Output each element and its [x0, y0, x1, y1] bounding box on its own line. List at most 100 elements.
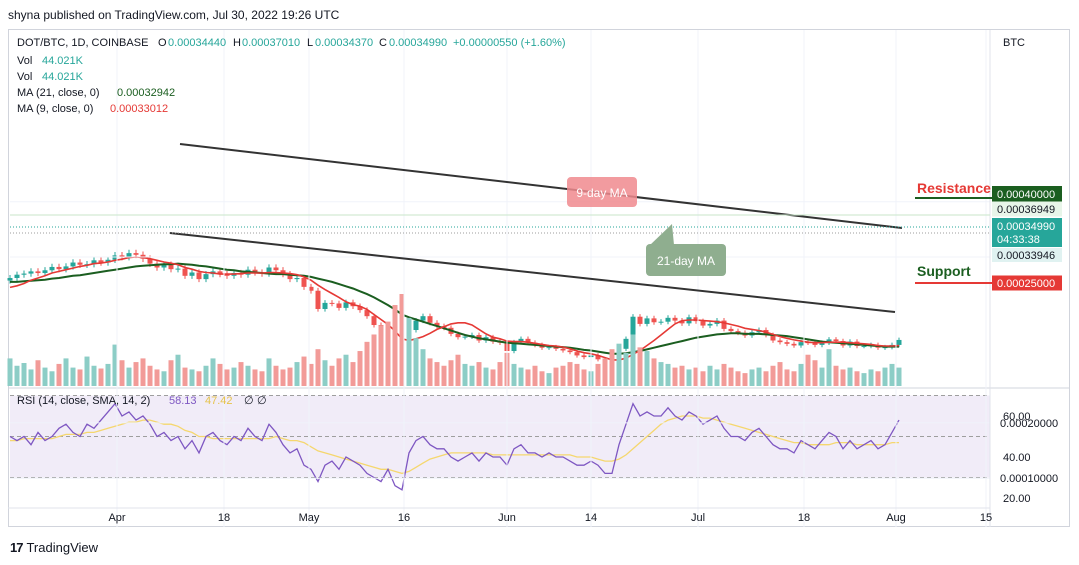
volume-bar	[7, 358, 13, 386]
candle-body	[574, 352, 580, 356]
legend-rsi-value: 58.13	[169, 395, 197, 407]
candle-body	[560, 348, 566, 351]
time-tick-label: 14	[585, 512, 597, 524]
candle-body	[882, 347, 888, 349]
candle-body	[364, 310, 370, 317]
volume-bar	[833, 365, 839, 386]
candle-body	[861, 346, 867, 348]
candle-body	[784, 342, 790, 344]
volume-bar	[329, 365, 335, 386]
volume-bar	[238, 362, 244, 386]
volume-bar	[84, 356, 90, 386]
candle-body	[525, 338, 531, 343]
last-price-tag	[992, 201, 1062, 217]
rsi-line	[9, 402, 900, 491]
candle-body	[126, 253, 132, 257]
legend-o-label: O	[158, 37, 167, 49]
time-tick-label: 16	[398, 512, 410, 524]
volume-bar	[364, 341, 370, 386]
volume-bar	[539, 371, 545, 386]
publisher-line: shyna published on TradingView.com, Jul …	[8, 8, 340, 22]
ma9-callout-text: 9-day MA	[576, 186, 627, 200]
time-tick-label: Apr	[108, 512, 125, 524]
volume-bar	[882, 367, 888, 386]
volume-bar	[595, 363, 601, 386]
time-tick-label: 18	[798, 512, 810, 524]
candle-body	[665, 317, 671, 322]
volume-bar	[469, 365, 475, 386]
volume-bar	[791, 371, 797, 386]
candle-body	[182, 268, 188, 276]
volume-bar	[812, 360, 818, 386]
resistance-trendline	[179, 143, 903, 229]
volume-bar	[357, 351, 363, 386]
candle-body	[322, 302, 328, 309]
candle-body	[791, 343, 797, 346]
candle-body	[553, 347, 559, 349]
resistance-annotation: Resistance	[917, 180, 991, 196]
time-tick-label: Jul	[691, 512, 705, 524]
candle-body	[826, 339, 832, 343]
legend-c-label: C	[379, 37, 387, 49]
volume-bar	[112, 344, 118, 386]
volume-bar	[889, 363, 895, 386]
candle-body	[301, 278, 307, 287]
volume-bar	[280, 369, 286, 386]
volume-bar	[511, 363, 517, 386]
candle-body	[770, 334, 776, 341]
volume-bar	[42, 367, 48, 386]
candle-body	[490, 337, 496, 342]
axes: BTC0.000600000.000500000.000200000.00010…	[8, 30, 1062, 527]
legend-h-label: H	[233, 37, 241, 49]
candle-body	[147, 258, 153, 264]
volume-bar	[861, 373, 867, 386]
candle-body	[203, 274, 209, 280]
volume-bar	[462, 363, 468, 386]
candle-body	[546, 347, 552, 349]
legend-vol2-value: 44.021K	[42, 71, 84, 83]
candle-body	[371, 316, 377, 326]
candle-body	[777, 340, 783, 343]
candle-body	[518, 338, 524, 343]
last-price-label: 0.00036949	[997, 204, 1055, 216]
candle-body	[413, 320, 419, 330]
volume-bar	[105, 363, 111, 386]
legend-ma21-label: MA (21, close, 0)	[17, 87, 100, 99]
volume-bar	[168, 360, 174, 386]
volume-bar	[728, 367, 734, 386]
volume-bar	[553, 367, 559, 386]
volume-bar	[147, 365, 153, 386]
candle-body	[287, 274, 293, 280]
volume-bar	[245, 365, 251, 386]
volume-bar	[581, 369, 587, 386]
volume-bar	[350, 362, 356, 386]
time-tick-label: May	[299, 512, 320, 524]
volume-bar	[609, 349, 615, 386]
candle-body	[420, 316, 426, 321]
footer[interactable]: 17 TradingView	[10, 540, 98, 555]
legend-rsi-z1: ∅	[244, 395, 254, 407]
volume-bar	[623, 352, 629, 386]
volume-bar	[875, 371, 881, 386]
volume-bar	[63, 358, 69, 386]
volume-bar	[651, 358, 657, 386]
candle-body	[35, 271, 41, 274]
volume-bar	[385, 321, 391, 386]
candle-body	[462, 336, 468, 338]
volume-bar	[693, 367, 699, 386]
candle-body	[819, 342, 825, 345]
candle-body	[581, 355, 587, 358]
candle-body	[511, 342, 517, 352]
support-annotation: Support	[917, 263, 971, 279]
volume-bar	[448, 360, 454, 386]
volume-bar	[420, 349, 426, 386]
volume-bar	[343, 354, 349, 386]
volume-bar	[868, 369, 874, 386]
legend-o-value: 0.00034440	[168, 37, 226, 49]
price-tick-label: 0.00010000	[1000, 473, 1058, 485]
candle-body	[427, 316, 433, 323]
volume-bar	[406, 317, 412, 386]
candle-body	[56, 266, 62, 270]
ma-level-label: 0.00033946	[997, 250, 1055, 262]
